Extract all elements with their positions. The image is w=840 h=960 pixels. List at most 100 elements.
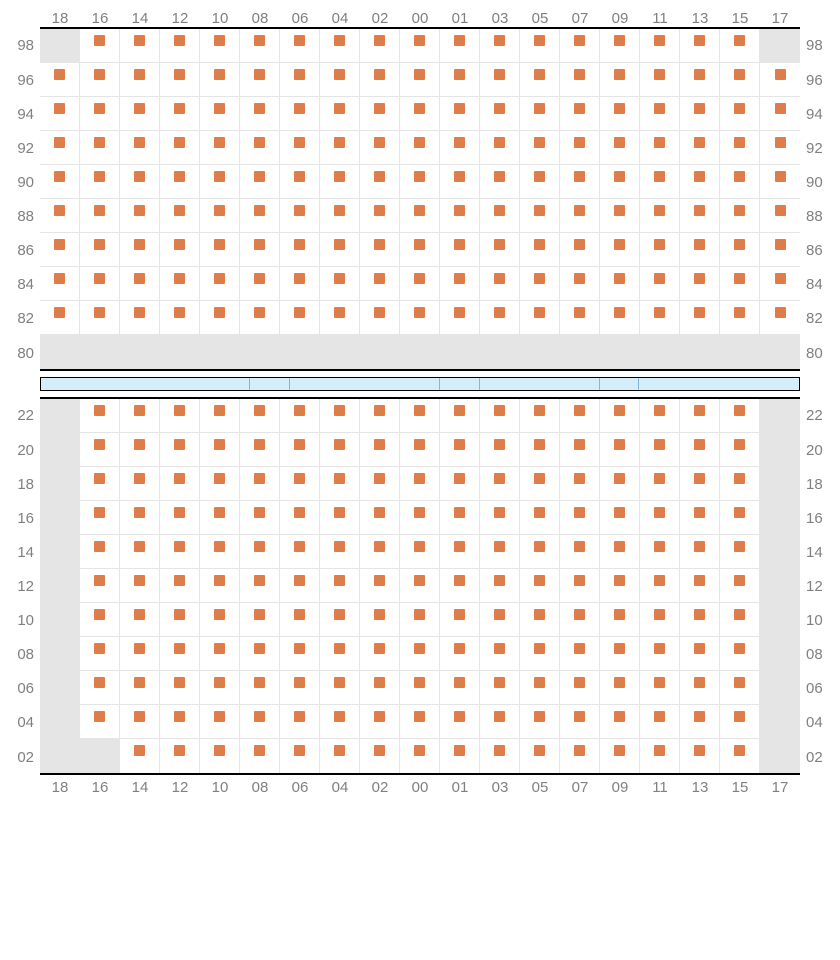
seat-cell[interactable] [720, 29, 760, 63]
seat-cell[interactable] [360, 535, 400, 569]
seat-cell[interactable] [600, 199, 640, 233]
seat-cell[interactable] [640, 501, 680, 535]
seat-cell[interactable] [680, 705, 720, 739]
seat-cell[interactable] [600, 739, 640, 773]
seat-cell[interactable] [640, 569, 680, 603]
seat-cell[interactable] [440, 399, 480, 433]
seat-cell[interactable] [160, 165, 200, 199]
seat-cell[interactable] [280, 637, 320, 671]
seat-cell[interactable] [200, 233, 240, 267]
seat-cell[interactable] [640, 301, 680, 335]
seat-cell[interactable] [320, 535, 360, 569]
seat-cell[interactable] [320, 301, 360, 335]
seat-cell[interactable] [400, 399, 440, 433]
seat-cell[interactable] [40, 301, 80, 335]
seat-cell[interactable] [240, 199, 280, 233]
seat-cell[interactable] [480, 569, 520, 603]
seat-cell[interactable] [120, 267, 160, 301]
seat-cell[interactable] [120, 233, 160, 267]
seat-cell[interactable] [160, 63, 200, 97]
seat-cell[interactable] [720, 233, 760, 267]
seat-cell[interactable] [440, 637, 480, 671]
seat-cell[interactable] [600, 301, 640, 335]
seat-cell[interactable] [120, 501, 160, 535]
seat-cell[interactable] [680, 233, 720, 267]
seat-cell[interactable] [80, 301, 120, 335]
seat-cell[interactable] [520, 433, 560, 467]
seat-cell[interactable] [680, 97, 720, 131]
seat-cell[interactable] [600, 165, 640, 199]
seat-cell[interactable] [600, 535, 640, 569]
seat-cell[interactable] [760, 97, 800, 131]
seat-cell[interactable] [400, 433, 440, 467]
seat-cell[interactable] [480, 535, 520, 569]
seat-cell[interactable] [360, 165, 400, 199]
seat-cell[interactable] [120, 199, 160, 233]
seat-cell[interactable] [520, 165, 560, 199]
seat-cell[interactable] [440, 199, 480, 233]
seat-cell[interactable] [520, 569, 560, 603]
seat-cell[interactable] [520, 199, 560, 233]
seat-cell[interactable] [720, 399, 760, 433]
seat-cell[interactable] [280, 199, 320, 233]
seat-cell[interactable] [120, 569, 160, 603]
seat-cell[interactable] [640, 705, 680, 739]
seat-cell[interactable] [80, 97, 120, 131]
seat-cell[interactable] [200, 63, 240, 97]
seat-cell[interactable] [440, 131, 480, 165]
seat-cell[interactable] [640, 199, 680, 233]
seat-cell[interactable] [40, 131, 80, 165]
seat-cell[interactable] [560, 535, 600, 569]
seat-cell[interactable] [520, 705, 560, 739]
seat-cell[interactable] [720, 165, 760, 199]
seat-cell[interactable] [640, 433, 680, 467]
seat-cell[interactable] [120, 301, 160, 335]
seat-cell[interactable] [240, 467, 280, 501]
seat-cell[interactable] [320, 467, 360, 501]
seat-cell[interactable] [360, 467, 400, 501]
seat-cell[interactable] [520, 97, 560, 131]
seat-cell[interactable] [80, 267, 120, 301]
seat-cell[interactable] [480, 467, 520, 501]
seat-cell[interactable] [440, 433, 480, 467]
seat-cell[interactable] [640, 267, 680, 301]
seat-cell[interactable] [520, 233, 560, 267]
seat-cell[interactable] [80, 29, 120, 63]
seat-cell[interactable] [680, 603, 720, 637]
seat-cell[interactable] [80, 535, 120, 569]
seat-cell[interactable] [720, 535, 760, 569]
seat-cell[interactable] [160, 603, 200, 637]
seat-cell[interactable] [320, 233, 360, 267]
seat-cell[interactable] [680, 433, 720, 467]
seat-cell[interactable] [360, 29, 400, 63]
seat-cell[interactable] [640, 603, 680, 637]
seat-cell[interactable] [520, 267, 560, 301]
seat-cell[interactable] [200, 467, 240, 501]
seat-cell[interactable] [160, 569, 200, 603]
seat-cell[interactable] [320, 569, 360, 603]
seat-cell[interactable] [200, 501, 240, 535]
seat-cell[interactable] [480, 267, 520, 301]
seat-cell[interactable] [160, 131, 200, 165]
seat-cell[interactable] [440, 569, 480, 603]
seat-cell[interactable] [600, 97, 640, 131]
seat-cell[interactable] [320, 97, 360, 131]
seat-cell[interactable] [320, 501, 360, 535]
seat-cell[interactable] [280, 63, 320, 97]
seat-cell[interactable] [280, 501, 320, 535]
seat-cell[interactable] [360, 501, 400, 535]
seat-cell[interactable] [400, 267, 440, 301]
seat-cell[interactable] [480, 705, 520, 739]
seat-cell[interactable] [40, 63, 80, 97]
seat-cell[interactable] [120, 739, 160, 773]
seat-cell[interactable] [120, 165, 160, 199]
seat-cell[interactable] [640, 97, 680, 131]
seat-cell[interactable] [400, 29, 440, 63]
seat-cell[interactable] [200, 603, 240, 637]
seat-cell[interactable] [640, 637, 680, 671]
seat-cell[interactable] [600, 467, 640, 501]
seat-cell[interactable] [480, 501, 520, 535]
seat-cell[interactable] [440, 739, 480, 773]
seat-cell[interactable] [560, 501, 600, 535]
seat-cell[interactable] [680, 165, 720, 199]
